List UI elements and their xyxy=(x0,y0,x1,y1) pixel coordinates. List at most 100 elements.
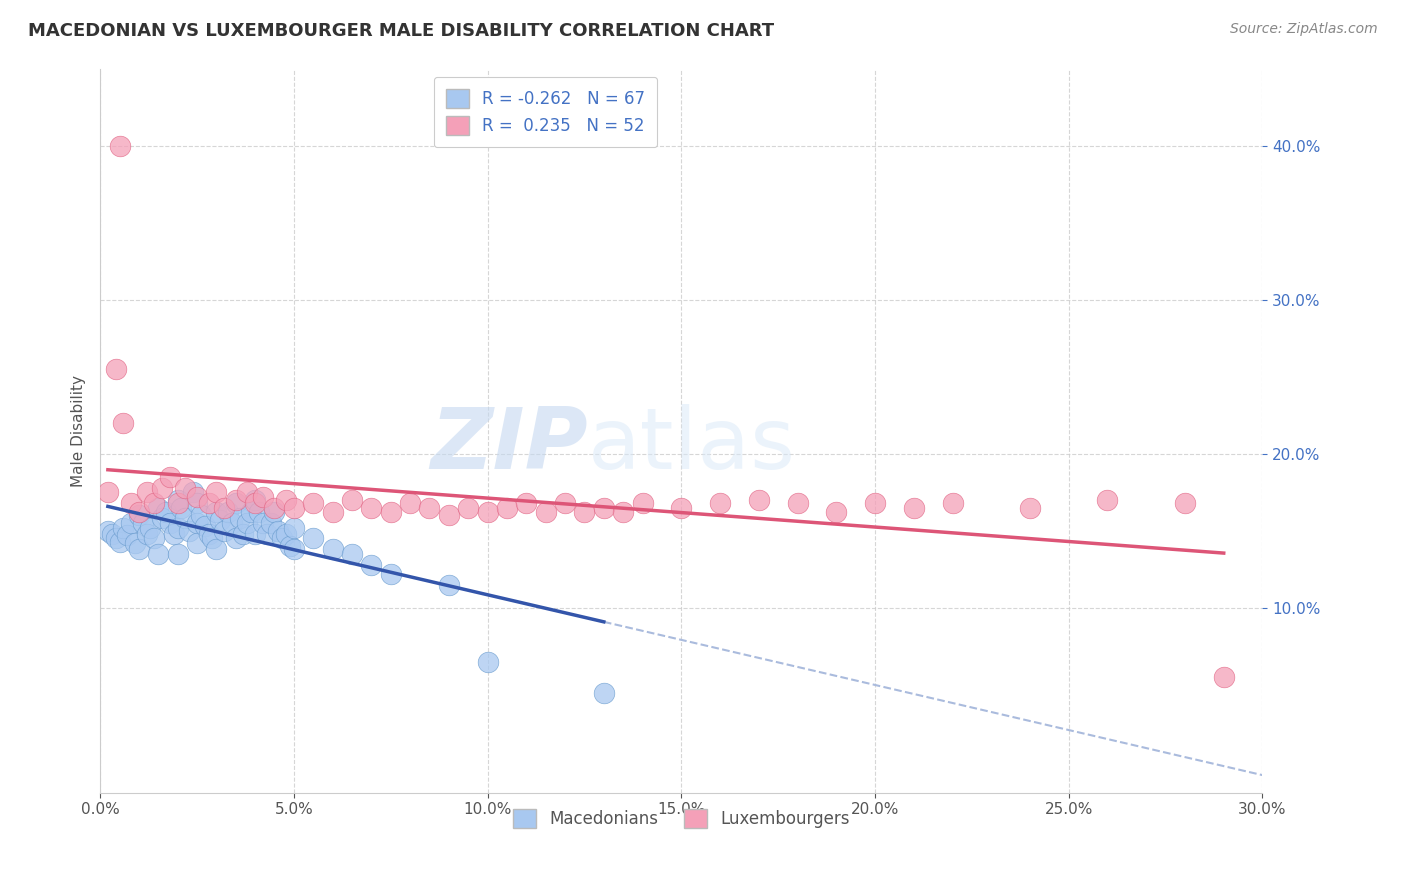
Point xyxy=(209,513,232,527)
Point xyxy=(120,516,142,530)
Point xyxy=(247,505,270,519)
Point xyxy=(212,500,235,515)
Point xyxy=(592,500,614,515)
Point xyxy=(186,516,208,530)
Point xyxy=(612,505,634,519)
Point xyxy=(477,655,499,669)
Point xyxy=(418,500,440,515)
Point xyxy=(863,496,886,510)
Point xyxy=(278,539,301,553)
Point xyxy=(1174,496,1197,510)
Point xyxy=(302,532,325,546)
Point xyxy=(135,526,157,541)
Point xyxy=(108,534,131,549)
Point xyxy=(399,496,422,510)
Point xyxy=(217,505,239,519)
Text: atlas: atlas xyxy=(588,403,796,486)
Point xyxy=(135,485,157,500)
Point xyxy=(150,481,173,495)
Point xyxy=(228,511,250,525)
Point xyxy=(179,524,201,538)
Point xyxy=(274,526,297,541)
Point xyxy=(117,528,139,542)
Point xyxy=(554,496,576,510)
Point xyxy=(212,524,235,538)
Point xyxy=(104,362,127,376)
Point xyxy=(148,500,170,515)
Point xyxy=(903,500,925,515)
Point xyxy=(205,505,228,519)
Point xyxy=(128,508,150,523)
Point xyxy=(97,485,120,500)
Point xyxy=(283,542,305,557)
Point xyxy=(302,496,325,510)
Point xyxy=(380,566,402,581)
Point xyxy=(437,508,460,523)
Point xyxy=(671,500,693,515)
Point xyxy=(174,511,197,525)
Point xyxy=(592,685,614,699)
Point xyxy=(534,505,557,519)
Point xyxy=(225,492,247,507)
Point xyxy=(574,505,596,519)
Point xyxy=(631,496,654,510)
Point xyxy=(197,496,219,510)
Point xyxy=(97,524,120,538)
Point xyxy=(283,500,305,515)
Point xyxy=(322,542,344,557)
Point xyxy=(243,526,266,541)
Point xyxy=(143,532,166,546)
Point xyxy=(941,496,963,510)
Point xyxy=(205,485,228,500)
Point xyxy=(283,521,305,535)
Point xyxy=(1019,500,1042,515)
Point xyxy=(155,505,177,519)
Point xyxy=(271,532,294,546)
Point xyxy=(259,516,281,530)
Point xyxy=(186,490,208,504)
Legend: Macedonians, Luxembourgers: Macedonians, Luxembourgers xyxy=(506,803,856,835)
Point xyxy=(457,500,479,515)
Point xyxy=(1097,492,1119,507)
Point xyxy=(1212,670,1234,684)
Point xyxy=(112,416,135,430)
Point xyxy=(112,521,135,535)
Point xyxy=(340,492,363,507)
Point xyxy=(163,526,186,541)
Point xyxy=(709,496,731,510)
Point xyxy=(380,505,402,519)
Point xyxy=(181,485,204,500)
Point xyxy=(128,505,150,519)
Point xyxy=(159,470,181,484)
Point xyxy=(243,496,266,510)
Y-axis label: Male Disability: Male Disability xyxy=(72,375,86,487)
Point xyxy=(225,496,247,510)
Point xyxy=(477,505,499,519)
Point xyxy=(496,500,519,515)
Point xyxy=(221,516,243,530)
Point xyxy=(150,511,173,525)
Point xyxy=(120,496,142,510)
Point xyxy=(174,481,197,495)
Point xyxy=(205,542,228,557)
Point xyxy=(166,492,188,507)
Point xyxy=(166,521,188,535)
Point xyxy=(104,532,127,546)
Point xyxy=(139,521,162,535)
Point xyxy=(186,536,208,550)
Point xyxy=(166,547,188,561)
Text: MACEDONIAN VS LUXEMBOURGER MALE DISABILITY CORRELATION CHART: MACEDONIAN VS LUXEMBOURGER MALE DISABILI… xyxy=(28,22,775,40)
Point xyxy=(252,490,274,504)
Point xyxy=(100,526,122,541)
Point xyxy=(186,496,208,510)
Point xyxy=(256,526,278,541)
Point xyxy=(194,519,217,533)
Point xyxy=(360,558,382,572)
Point xyxy=(170,500,193,515)
Point xyxy=(236,516,259,530)
Point xyxy=(128,542,150,557)
Point xyxy=(232,526,254,541)
Point xyxy=(108,138,131,153)
Point xyxy=(322,505,344,519)
Point xyxy=(201,532,224,546)
